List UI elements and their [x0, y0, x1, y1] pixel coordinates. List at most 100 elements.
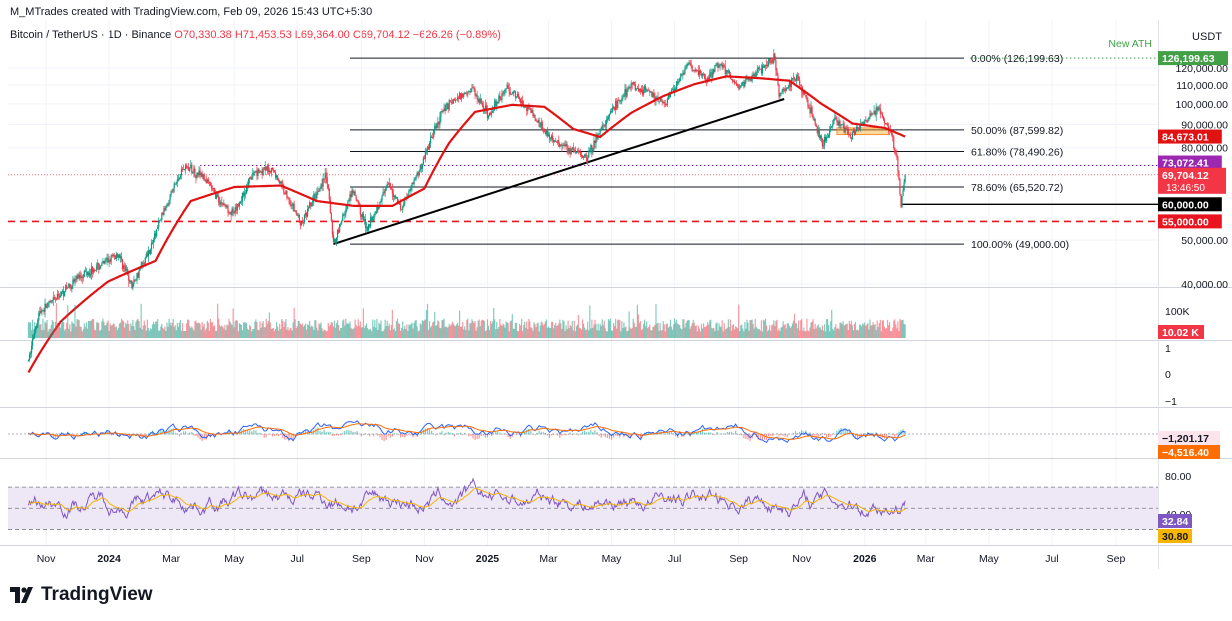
volume-bar-741 — [793, 313, 796, 338]
candle-body-471 — [514, 91, 516, 98]
x-tick-11: Sep — [729, 553, 748, 565]
volume-bar-497 — [541, 322, 543, 338]
volume-bar-371 — [411, 322, 413, 338]
volume-bar-433 — [475, 330, 477, 338]
candle-body-226 — [261, 171, 263, 176]
volume-bar-305 — [343, 319, 345, 338]
volume-bar-656 — [706, 325, 708, 338]
time-axis[interactable]: Nov 2024 Mar May Jul Sep Nov 2025 Mar May Jul Sep No… — [37, 553, 1126, 565]
volume-bar-434 — [476, 327, 478, 338]
candle-body-496 — [540, 122, 542, 127]
candle-body-717 — [769, 58, 771, 61]
volume-bar-806 — [861, 326, 863, 338]
candle-body-740 — [792, 77, 795, 79]
macd-hist-542 — [588, 431, 590, 435]
candle-body-546 — [592, 149, 594, 153]
volume-bar-118 — [149, 328, 152, 338]
volume-bar-848 — [904, 324, 906, 338]
macd-hist-788 — [842, 428, 844, 435]
candle-body-150 — [182, 169, 185, 171]
candle-body-513 — [558, 140, 560, 147]
candle-body-38 — [67, 287, 69, 289]
macd-hist-620 — [668, 431, 671, 435]
candle-body-799 — [853, 130, 856, 135]
candle-body-304 — [342, 214, 344, 222]
candle-body-476 — [519, 99, 522, 103]
volume-bar-730 — [782, 321, 784, 338]
volume-bar-438 — [480, 320, 482, 338]
x-tick-0: Nov — [37, 553, 56, 565]
candle-body-180 — [213, 188, 216, 193]
candle-body-564 — [610, 111, 613, 112]
candle-body-410 — [451, 102, 453, 104]
macd-hist-556 — [602, 434, 604, 436]
macd-hist-486 — [530, 430, 532, 435]
candle-body-77 — [107, 258, 109, 263]
macd-hist-442 — [484, 434, 487, 438]
candle-body-295 — [332, 234, 335, 242]
volume-bar-429 — [471, 319, 473, 338]
candle-body-770 — [823, 136, 826, 146]
volume-bar-520 — [565, 325, 567, 338]
symbol-name[interactable]: Bitcoin / TetherUS · 1D · Binance — [10, 29, 172, 41]
candle-body-709 — [760, 69, 763, 74]
macd-hist-24 — [52, 434, 54, 438]
volume-bar-408 — [449, 325, 451, 338]
candle-body-233 — [268, 170, 270, 173]
macd-hist-266 — [302, 431, 305, 435]
volume-bar-20 — [48, 329, 50, 338]
macd-hist-278 — [315, 428, 317, 435]
macd-hist-546 — [592, 432, 594, 435]
candle-body-449 — [492, 111, 494, 113]
volume-bar-207 — [241, 330, 244, 338]
currency-label[interactable]: USDT — [1192, 31, 1222, 43]
candle-body-499 — [543, 129, 545, 133]
candle-body-339 — [378, 206, 380, 210]
volume-bar-518 — [563, 321, 565, 338]
price-axis[interactable]: 120,000.00110,000.00100,000.0090,000.008… — [1158, 51, 1228, 543]
macd-hist-684 — [734, 430, 737, 435]
tradingview-brand[interactable]: TradingView — [10, 584, 153, 606]
candle-body-125 — [157, 226, 159, 229]
macd-hist-614 — [662, 432, 664, 435]
macd-hist-678 — [728, 431, 730, 435]
macd-hist-64 — [94, 431, 96, 435]
volume-bar-496 — [540, 321, 542, 338]
macd-hist-460 — [503, 433, 505, 435]
volume-bar-382 — [422, 321, 424, 338]
volume-bar-689 — [740, 325, 742, 338]
candle-body-417 — [458, 93, 461, 99]
candle-body-396 — [437, 122, 439, 124]
macd-hist-412 — [453, 434, 455, 437]
candle-body-821 — [876, 107, 878, 111]
candle-body-12 — [40, 310, 42, 313]
volume-bar-638 — [687, 319, 689, 338]
volume-bar-91 — [121, 320, 124, 338]
volume-bar-548 — [594, 319, 596, 338]
volume-bar-186 — [220, 326, 222, 338]
volume-bar-74 — [104, 325, 106, 338]
volume-bar-131 — [163, 329, 165, 338]
candle-body-377 — [417, 172, 419, 176]
volume-bar-85 — [115, 326, 117, 338]
volume-bar-334 — [373, 326, 375, 338]
volume-bar-581 — [628, 311, 630, 338]
volume-bar-228 — [263, 327, 265, 338]
macd-hist-468 — [511, 434, 513, 437]
volume-bar-259 — [295, 327, 297, 338]
candle-body-143 — [175, 182, 177, 185]
volume-bar-660 — [710, 319, 712, 338]
candle-body-626 — [675, 88, 677, 90]
volume-bar-397 — [438, 321, 440, 338]
candle-body-299 — [336, 230, 339, 238]
candle-body-305 — [343, 214, 345, 216]
volume-bar-175 — [208, 330, 210, 338]
candle-body-727 — [779, 93, 781, 97]
volume-bar-295 — [332, 326, 335, 338]
candle-body-814 — [869, 113, 871, 118]
volume-bar-8 — [36, 322, 38, 338]
candle-body-136 — [168, 200, 170, 206]
volume-bar-137 — [169, 322, 171, 338]
candle-body-321 — [359, 204, 361, 215]
